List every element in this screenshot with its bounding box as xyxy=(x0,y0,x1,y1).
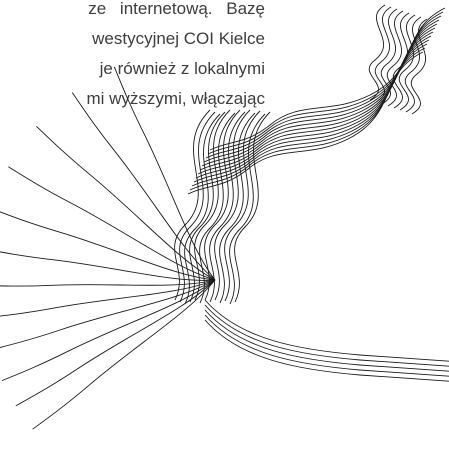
text-line: je również z lokalnymi xyxy=(99,59,265,78)
text-line: ze internetową. Bazę xyxy=(88,0,265,18)
paragraph: ze internetową. Bazę westycyjnej COI Kie… xyxy=(20,0,265,114)
right-strands xyxy=(204,299,449,383)
text-line: mi wyższymi, włączając xyxy=(86,89,265,108)
loop-strands xyxy=(368,4,428,115)
text-line: westycyjnej COI Kielce xyxy=(92,29,265,48)
ribbon-strands xyxy=(187,7,446,195)
